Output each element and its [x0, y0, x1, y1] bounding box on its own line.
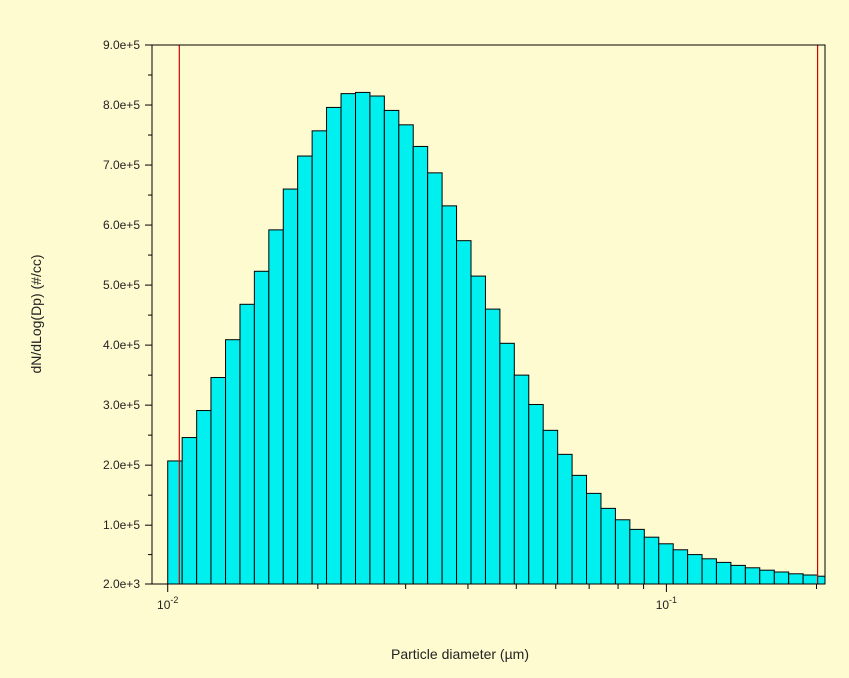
x-axis-title: Particle diameter (µm) — [391, 646, 529, 662]
bar — [225, 339, 241, 585]
bar — [614, 519, 631, 585]
bar — [600, 507, 616, 585]
bar — [687, 554, 703, 585]
y-tick-label: 2.0e+3 — [103, 577, 140, 591]
bar — [355, 91, 371, 585]
bar — [282, 188, 299, 585]
bar — [571, 474, 588, 585]
bar — [715, 561, 732, 585]
bar — [383, 109, 400, 585]
bar — [268, 229, 284, 585]
bar — [586, 492, 602, 585]
bar — [181, 437, 198, 585]
marker-lines — [178, 45, 819, 584]
bar — [528, 404, 544, 585]
x-axis: 10-2 10-1 — [157, 584, 818, 612]
bar — [167, 460, 183, 585]
y-tick-label: 1.0e+5 — [103, 518, 140, 532]
bar — [701, 558, 717, 585]
bar — [513, 374, 530, 585]
y-tick-label: 8.0e+5 — [103, 98, 140, 112]
plot-frame — [151, 44, 826, 585]
bar — [542, 429, 559, 585]
bar — [311, 130, 328, 585]
bar — [196, 410, 212, 585]
y-tick-label: 7.0e+5 — [103, 158, 140, 172]
bar — [340, 93, 357, 585]
bar — [744, 567, 761, 585]
bar — [759, 569, 775, 585]
y-axis: 2.0e+3 1.0e+5 2.0e+5 3.0e+5 4.0e+5 5.0e+5 6.0e… — [103, 38, 152, 591]
bar — [643, 536, 660, 585]
bar — [658, 543, 674, 585]
bar — [441, 205, 458, 585]
x-tick-label: 10-2 — [157, 595, 178, 612]
bar — [672, 549, 689, 585]
bar — [369, 95, 385, 585]
y-tick-label: 6.0e+5 — [103, 218, 140, 232]
y-tick-label: 3.0e+5 — [103, 398, 140, 412]
y-tick-label: 4.0e+5 — [103, 338, 140, 352]
bar — [484, 308, 501, 585]
x-tick-label: 10-1 — [656, 595, 677, 612]
bar — [253, 270, 270, 585]
bar — [499, 342, 515, 585]
bar — [629, 528, 645, 585]
y-axis-title: dN/dLog(Dp) (#/cc) — [28, 254, 44, 373]
bar — [802, 574, 819, 585]
bar — [326, 106, 342, 585]
bar — [730, 564, 746, 585]
bar — [788, 573, 804, 585]
bar — [817, 575, 826, 585]
bar-series — [167, 91, 826, 585]
bar — [412, 145, 429, 585]
bar — [773, 571, 790, 585]
y-tick-label: 2.0e+5 — [103, 458, 140, 472]
bar — [470, 275, 486, 585]
bar — [557, 453, 573, 585]
bar — [297, 155, 313, 585]
bar — [427, 172, 443, 585]
bar — [210, 377, 227, 585]
y-tick-label: 5.0e+5 — [103, 278, 140, 292]
y-tick-label: 9.0e+5 — [103, 38, 140, 52]
bar — [398, 124, 414, 585]
bar — [456, 240, 472, 585]
bar — [239, 303, 255, 585]
